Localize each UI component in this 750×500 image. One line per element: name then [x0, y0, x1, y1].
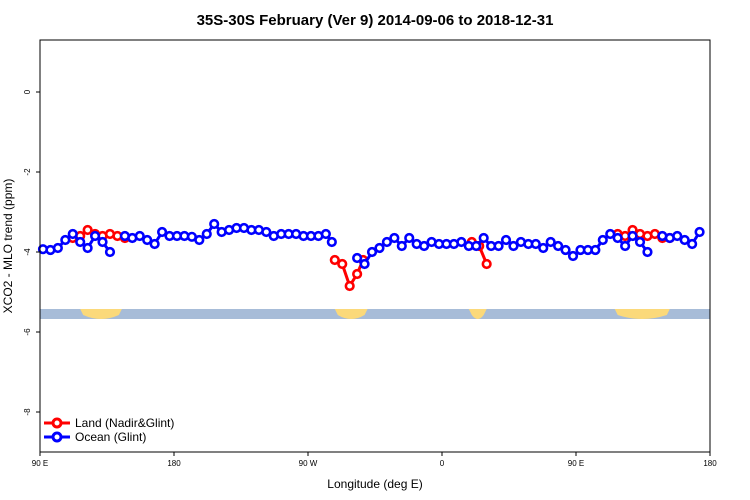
- data-point: [381, 236, 393, 248]
- land-ocean-band: [40, 309, 710, 319]
- data-point: [261, 226, 272, 238]
- x-tick-label: 90 W: [299, 459, 318, 468]
- data-point: [326, 236, 337, 248]
- data-point: [194, 234, 205, 246]
- legend-marker-ocean: [51, 431, 63, 443]
- data-point: [156, 226, 168, 238]
- data-point: [672, 230, 683, 242]
- data-point: [456, 236, 467, 248]
- data-point: [545, 236, 556, 248]
- data-point: [149, 238, 160, 250]
- land-patch-1: [334, 309, 368, 319]
- data-point: [508, 240, 519, 252]
- x-axis-label: Longitude (deg E): [327, 477, 422, 491]
- legend-label-ocean: Ocean (Glint): [75, 430, 146, 444]
- data-point: [553, 240, 564, 252]
- data-point: [359, 258, 370, 270]
- y-axis: 0 -2 -4 -6 -8: [23, 89, 40, 416]
- data-point: [605, 228, 616, 240]
- chart-title: 35S-30S February (Ver 9) 2014-09-06 to 2…: [197, 12, 554, 29]
- data-point: [500, 234, 512, 246]
- legend-label-land: Land (Nadir&Glint): [75, 416, 174, 430]
- data-point: [75, 236, 86, 248]
- data-point: [337, 258, 348, 270]
- data-point: [612, 232, 623, 244]
- data-point: [104, 246, 116, 258]
- data-point: [538, 242, 549, 254]
- data-point: [481, 258, 492, 270]
- series-layer: [37, 218, 705, 292]
- data-point: [590, 244, 601, 256]
- data-point: [396, 240, 407, 252]
- y-tick-label: -6: [23, 328, 32, 336]
- data-point: [620, 240, 631, 252]
- data-point: [404, 232, 415, 244]
- data-point: [642, 246, 653, 258]
- data-point: [209, 218, 220, 230]
- y-axis-label: XCO2 - MLO trend (ppm): [1, 179, 15, 314]
- data-point: [567, 250, 579, 262]
- data-point: [320, 228, 331, 240]
- data-point: [560, 244, 571, 256]
- y-tick-label: -8: [23, 408, 32, 416]
- x-tick-label: 90 E: [32, 459, 48, 468]
- land-patch-0: [80, 309, 122, 319]
- data-point: [201, 228, 212, 240]
- series-1: [37, 218, 705, 270]
- data-point: [627, 230, 638, 242]
- data-point: [134, 230, 145, 242]
- data-point: [374, 242, 385, 254]
- data-point: [352, 268, 363, 280]
- x-tick-label: 180: [167, 459, 181, 468]
- x-tick-label: 90 E: [568, 459, 584, 468]
- data-point: [530, 238, 541, 250]
- data-point: [97, 236, 108, 248]
- y-tick-label: -2: [23, 168, 32, 176]
- data-point: [419, 240, 430, 252]
- data-point: [694, 226, 705, 238]
- data-point: [344, 280, 355, 292]
- data-point: [687, 238, 698, 250]
- data-point: [634, 236, 646, 248]
- legend-marker-land: [51, 417, 63, 429]
- land-patch-2: [468, 309, 487, 319]
- data-point: [67, 228, 78, 240]
- x-axis: 90 E 180 90 W 0 90 E 180: [32, 452, 717, 468]
- data-point: [366, 246, 378, 258]
- data-point: [89, 230, 101, 242]
- x-tick-label: 0: [440, 459, 445, 468]
- data-point: [389, 232, 400, 244]
- legend: Land (Nadir&Glint) Ocean (Glint): [44, 416, 174, 444]
- data-point: [82, 224, 93, 236]
- data-point: [352, 252, 363, 264]
- y-tick-label: 0: [23, 89, 32, 94]
- data-point: [329, 254, 340, 266]
- data-point: [597, 234, 608, 246]
- plot-frame: [39, 39, 711, 453]
- data-point: [471, 240, 482, 252]
- data-point: [493, 240, 504, 252]
- ocean-band: [40, 309, 710, 319]
- x-tick-label: 180: [703, 459, 717, 468]
- data-point: [142, 234, 153, 246]
- data-point: [679, 234, 690, 246]
- data-point: [52, 242, 63, 254]
- data-point: [478, 232, 489, 244]
- data-point: [60, 234, 71, 246]
- land-patch-3: [614, 309, 670, 319]
- y-tick-label: -4: [23, 248, 32, 256]
- data-point: [82, 242, 93, 254]
